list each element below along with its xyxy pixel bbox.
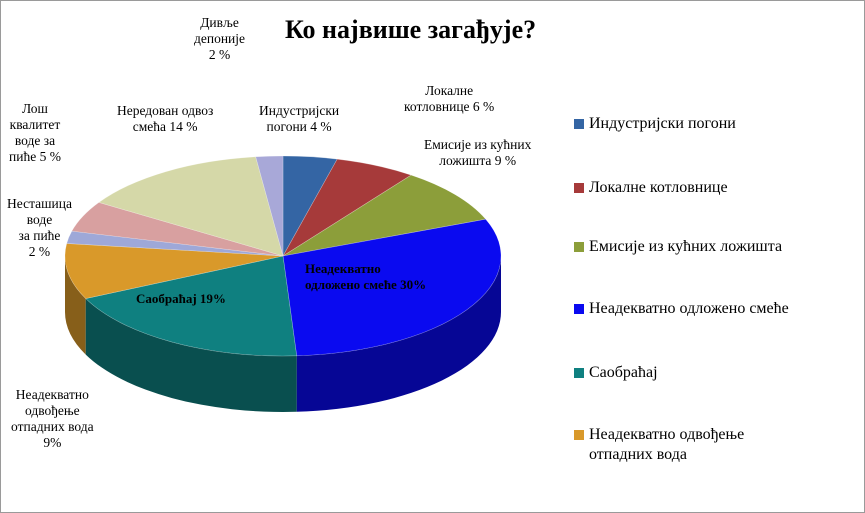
data-label: Емисије из кућних ложишта 9 % xyxy=(424,137,531,169)
legend-label: Индустријски погони xyxy=(589,115,736,132)
data-label-line: воде за xyxy=(14,133,56,148)
data-label-line: смећа 14 % xyxy=(132,119,198,134)
data-label: Локалне котловнице 6 % xyxy=(404,83,494,115)
data-label: Индустријски погони 4 % xyxy=(259,103,339,135)
pie-slice xyxy=(282,155,338,258)
pie-slice-side xyxy=(65,256,86,355)
data-label-line: Несташица xyxy=(7,196,72,211)
data-label-line: за пиће xyxy=(18,228,61,243)
legend-label: Емисије из кућних ложишта xyxy=(589,238,783,255)
data-label-line: Дивље xyxy=(200,15,239,30)
data-label-line: Саобраћај 19% xyxy=(136,291,226,306)
data-label-line: ложишта 9 % xyxy=(439,153,517,168)
legend-item: Индустријски погони xyxy=(574,114,736,134)
data-label: Неадекватно одвођење отпадних вода 9% xyxy=(11,387,94,451)
pie-slice xyxy=(282,174,487,257)
pie-slice xyxy=(282,158,412,257)
data-label: Неадекватно одложено смеће 30% xyxy=(305,261,426,293)
data-label-line: отпадних вода xyxy=(11,419,94,434)
data-label-line: депоније xyxy=(194,31,246,46)
legend-swatch xyxy=(574,430,584,440)
data-label: Несташица воде за пиће 2 % xyxy=(7,196,72,260)
legend-swatch xyxy=(574,242,584,252)
pie-slice xyxy=(255,155,284,257)
pie-slice-side xyxy=(296,256,501,412)
data-label-line: Неадекватно xyxy=(305,261,381,276)
data-label-line: воде xyxy=(26,212,53,227)
pie-slice xyxy=(98,156,284,257)
data-label-line: котловнице 6 % xyxy=(404,99,495,114)
legend-item: Емисије из кућних ложишта xyxy=(574,237,782,257)
legend-item: Саобраћај xyxy=(574,363,658,383)
data-label-line: одвођење xyxy=(25,403,80,418)
legend-swatch xyxy=(574,183,584,193)
data-label-line: одложено смеће 30% xyxy=(305,277,427,292)
data-label: Нередован одвоз смећа 14 % xyxy=(117,103,213,135)
legend-swatch xyxy=(574,119,584,129)
data-label-line: погони 4 % xyxy=(266,119,332,134)
data-label: Дивље депоније 2 % xyxy=(194,15,245,63)
legend-swatch xyxy=(574,368,584,378)
data-label-line: пиће 5 % xyxy=(9,149,61,164)
data-label: Лош квалитет воде за пиће 5 % xyxy=(9,101,61,165)
legend-item: Неадекватно одвођење отпадних вода xyxy=(574,425,809,465)
chart-title: Ко највише загађује? xyxy=(285,15,537,44)
legend-swatch xyxy=(574,304,584,314)
data-label-line: 2 % xyxy=(28,244,51,259)
data-label-line: 2 % xyxy=(208,47,231,62)
data-label-line: Лош xyxy=(21,101,48,116)
legend-item: Неадекватно одложено смеће xyxy=(574,299,789,319)
data-label-line: Индустријски xyxy=(259,103,340,118)
data-label-line: квалитет xyxy=(9,117,61,132)
data-label-line: 9% xyxy=(43,435,62,450)
pie-slice xyxy=(85,255,298,357)
legend-label: Неадекватно одвођење отпадних вода xyxy=(589,426,745,463)
pie-slice-side xyxy=(85,298,297,412)
legend-label: Неадекватно одложено смеће xyxy=(589,300,789,317)
pie-slice xyxy=(64,243,284,299)
data-label-line: Нередован одвоз xyxy=(117,103,214,118)
pie-slice xyxy=(282,218,502,357)
legend-label: Локалне котловнице xyxy=(589,179,728,196)
legend-item: Локалне котловнице xyxy=(574,178,728,198)
data-label-line: Локалне xyxy=(425,83,474,98)
pie-slice xyxy=(71,202,284,257)
data-label-line: Неадекватно xyxy=(15,387,89,402)
data-label: Саобраћај 19% xyxy=(136,291,226,307)
data-label-line: Емисије из кућних xyxy=(424,137,532,152)
legend-label: Саобраћај xyxy=(589,364,658,381)
pie-slice xyxy=(66,230,284,257)
